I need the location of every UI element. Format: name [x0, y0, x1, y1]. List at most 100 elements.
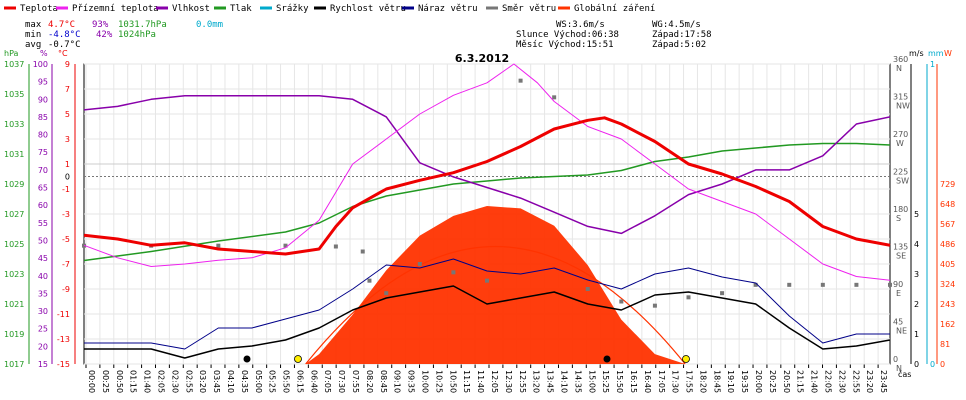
wind-direction-point — [360, 249, 365, 254]
chart-title: 6.3.2012 — [455, 52, 509, 65]
winddir-dir-label: N — [896, 64, 902, 73]
wind-direction-point — [283, 243, 288, 248]
winddir-deg-label: 135 — [893, 243, 908, 252]
stat-min-hum: 42% — [96, 30, 113, 40]
x-tick-label: 08:45 — [379, 370, 388, 393]
sunrise-info: Slunce Východ:06:38 — [516, 30, 619, 40]
pct-tick-label: 25 — [38, 325, 48, 334]
wind-direction-point — [367, 278, 372, 283]
pressure-line — [83, 142, 891, 262]
wind-direction-point — [552, 95, 557, 100]
ms-tick-label: 2 — [914, 300, 919, 309]
x-tick-label: 10:25 — [434, 370, 443, 393]
winddir-dir-label: SW — [896, 177, 909, 186]
ms-tick-label: 4 — [914, 240, 919, 249]
mm-tick-label: 0 — [930, 360, 935, 369]
x-tick-label: 09:35 — [407, 370, 416, 393]
w-unit-label: W — [944, 49, 952, 58]
x-tick-label: 02:30 — [170, 370, 179, 393]
x-tick-label: 15:00 — [587, 370, 596, 393]
temp-tick-label: -3 — [62, 210, 70, 219]
x-tick-label: 06:40 — [309, 370, 318, 393]
x-tick-label: 15:25 — [601, 370, 610, 393]
x-tick-label: 22:30 — [837, 370, 846, 393]
legend-label: Směr větru — [502, 4, 556, 14]
pct-tick-label: 90 — [38, 95, 48, 104]
stats-block: max 4.7°C 93% 1031.7hPa 0.0mm min -4.8°C… — [25, 20, 712, 50]
sunset-info: Západ:17:58 — [652, 30, 712, 40]
pct-tick-label: 35 — [38, 289, 48, 298]
hpa-tick-label: 1019 — [4, 330, 24, 339]
wind-gust-line — [84, 258, 890, 350]
x-tick-label: 04:35 — [240, 370, 249, 393]
temp-tick-label: -13 — [57, 335, 70, 344]
x-tick-label: 13:20 — [532, 370, 541, 393]
w-tick-label: 0 — [940, 360, 945, 369]
temp-tick-label: 3 — [65, 135, 70, 144]
winddir-dir-label: E — [896, 289, 901, 298]
wind-gust-info: WG:4.5m/s — [652, 20, 701, 30]
x-tick-label: 07:55 — [351, 370, 360, 393]
time-unit-label: čas — [898, 369, 911, 379]
x-tick-label: 12:05 — [490, 370, 499, 393]
legend-label: Náraz větru — [418, 4, 478, 14]
wind-direction-point — [720, 291, 725, 296]
ms-tick-label: 5 — [914, 210, 919, 219]
winddir-dir-label: NW — [896, 102, 910, 111]
legend-label: Rychlost větru — [330, 4, 406, 14]
temp-tick-label: 1 — [65, 160, 70, 169]
winddir-dir-label: S — [896, 214, 901, 223]
x-tick-label: 08:20 — [365, 370, 374, 393]
x-tick-label: 06:15 — [295, 370, 304, 393]
wind-direction-point — [216, 243, 221, 248]
x-tick-label: 16:40 — [643, 370, 652, 393]
legend-label: Přízemní teplota — [72, 4, 159, 14]
x-tick-label: 05:50 — [282, 370, 291, 393]
x-tick-label: 21:15 — [796, 370, 805, 393]
legend-label: Srážky — [276, 4, 309, 14]
x-tick-label: 21:40 — [810, 370, 819, 393]
pct-unit-label: % — [40, 49, 48, 58]
pct-tick-label: 30 — [38, 307, 48, 316]
pct-tick-label: 70 — [38, 166, 48, 175]
temp-tick-label: 7 — [65, 85, 70, 94]
pct-tick-label: 100 — [33, 60, 48, 69]
x-tick-label: 17:55 — [685, 370, 694, 393]
legend-label: Vlhkost — [172, 4, 210, 14]
ground-temperature-line — [83, 63, 891, 281]
x-tick-label: 19:35 — [740, 370, 749, 393]
temp-tick-label: 5 — [65, 110, 70, 119]
x-tick-label: 22:05 — [824, 370, 833, 393]
sunrise-icon — [294, 355, 302, 363]
w-tick-label: 486 — [940, 240, 955, 249]
winddir-deg-label: 180 — [893, 205, 908, 214]
x-tick-label: 20:00 — [754, 370, 763, 393]
w-tick-label: 162 — [940, 320, 955, 329]
wind-direction-point — [787, 282, 792, 287]
x-tick-label: 18:20 — [698, 370, 707, 393]
winddir-deg-label: 45 — [893, 318, 903, 327]
x-tick-label: 20:50 — [782, 370, 791, 393]
temp-tick-label: -11 — [57, 310, 70, 319]
stat-max-label: max — [25, 20, 42, 30]
x-tick-label: 15:50 — [615, 370, 624, 393]
wind-direction-point — [485, 278, 489, 283]
ms-tick-label: 0 — [914, 360, 919, 369]
pct-tick-label: 45 — [38, 254, 48, 263]
stat-max-hum: 93% — [92, 20, 109, 30]
wind-direction-point — [686, 295, 691, 300]
wind-direction-point — [753, 282, 758, 287]
x-tick-label: 00:50 — [115, 370, 124, 393]
stat-min-press: 1024hPa — [118, 30, 156, 40]
x-tick-label: 00:00 — [87, 370, 96, 393]
x-tick-label: 05:00 — [254, 370, 263, 393]
pct-tick-label: 15 — [38, 360, 48, 369]
x-tick-label: 02:55 — [184, 370, 193, 393]
x-tick-label: 12:30 — [504, 370, 513, 393]
pct-tick-label: 55 — [38, 219, 48, 228]
hpa-tick-label: 1029 — [4, 180, 24, 189]
pct-tick-label: 95 — [38, 78, 48, 87]
pct-tick-label: 50 — [38, 236, 48, 245]
x-tick-label: 12:55 — [518, 370, 527, 393]
ms-unit-label: m/s — [909, 49, 924, 58]
